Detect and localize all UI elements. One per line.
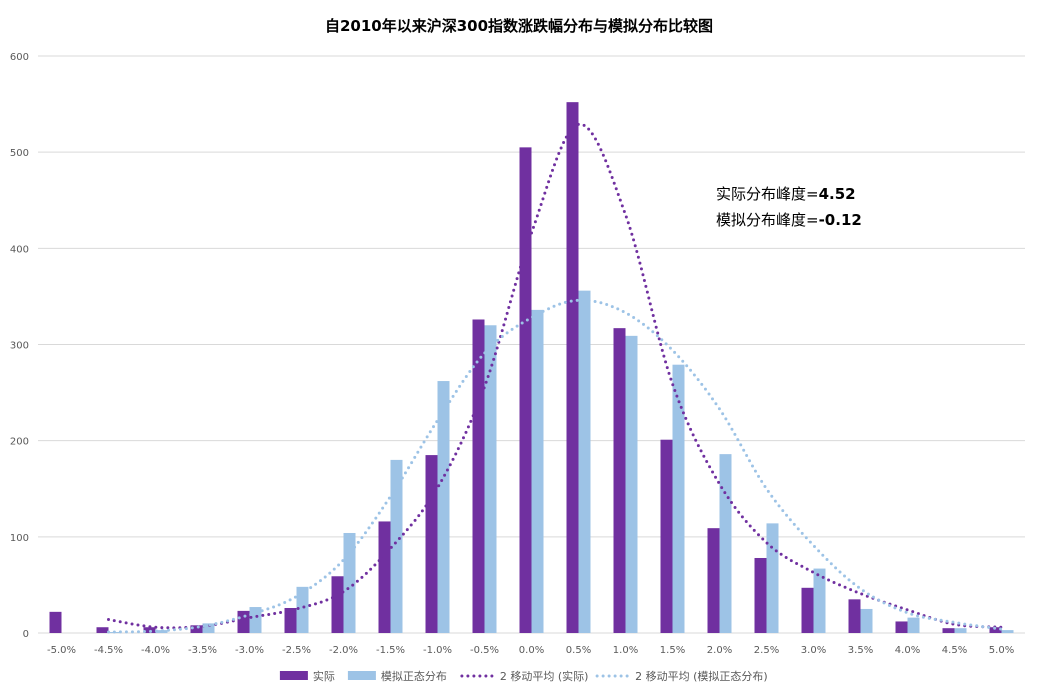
- legend-label: 模拟正态分布: [381, 669, 447, 683]
- x-tick-label: 3.5%: [848, 645, 873, 656]
- bar: [284, 607, 297, 633]
- x-tick-label: -2.5%: [282, 645, 311, 656]
- bar: [813, 568, 826, 633]
- y-axis-ticks: 0 100 200 300 400 500 600: [10, 52, 29, 640]
- actual-kurtosis-label: 实际分布峰度=: [716, 185, 819, 203]
- bar: [860, 608, 873, 633]
- x-tick-label: 1.0%: [613, 645, 638, 656]
- bar: [437, 381, 450, 633]
- x-tick-label: -3.0%: [235, 645, 264, 656]
- bar: [895, 621, 908, 633]
- x-tick-label: 5.0%: [989, 645, 1014, 656]
- bar: [378, 521, 391, 633]
- actual-kurtosis-value: 4.52: [819, 185, 856, 203]
- bar: [613, 328, 626, 633]
- bar: [425, 455, 438, 633]
- moving-average-line: [107, 298, 1003, 634]
- bar: [719, 454, 732, 633]
- bar: [331, 576, 344, 633]
- x-tick-label: 3.0%: [801, 645, 826, 656]
- x-tick-label: 1.5%: [660, 645, 685, 656]
- simulated-kurtosis-label: 模拟分布峰度=: [716, 211, 819, 229]
- legend-swatch: [279, 671, 308, 680]
- bar: [49, 611, 62, 633]
- bar: [1001, 630, 1014, 633]
- bar: [343, 532, 356, 633]
- y-tick-label: 500: [10, 148, 29, 159]
- simulated-kurtosis-text: 模拟分布峰度=-0.12: [716, 211, 862, 229]
- bar: [754, 557, 767, 633]
- bar: [989, 627, 1002, 633]
- x-tick-label: -3.5%: [188, 645, 217, 656]
- x-tick-label: 4.5%: [942, 645, 967, 656]
- bar: [707, 528, 720, 633]
- bar: [472, 319, 485, 633]
- bar: [578, 290, 591, 633]
- bar: [190, 625, 203, 633]
- x-tick-label: -5.0%: [47, 645, 76, 656]
- bar: [202, 623, 215, 633]
- x-tick-label: -4.5%: [94, 645, 123, 656]
- x-tick-label: 2.0%: [707, 645, 732, 656]
- y-tick-label: 0: [23, 629, 29, 640]
- bar: [942, 628, 955, 633]
- bar: [296, 586, 309, 633]
- bar: [766, 523, 779, 633]
- actual-kurtosis-text: 实际分布峰度=4.52: [716, 185, 856, 203]
- y-tick-label: 200: [10, 437, 29, 448]
- bar: [237, 610, 250, 633]
- x-tick-label: 2.5%: [754, 645, 779, 656]
- x-tick-label: 0.0%: [519, 645, 544, 656]
- x-tick-label: -4.0%: [141, 645, 170, 656]
- x-tick-label: -0.5%: [470, 645, 499, 656]
- y-tick-label: 100: [10, 533, 29, 544]
- legend-label: 实际: [313, 669, 335, 683]
- bars: [49, 102, 1014, 633]
- bar: [143, 627, 156, 633]
- legend-label: 2 移动平均 (模拟正态分布): [635, 669, 768, 683]
- bar: [96, 627, 109, 633]
- legend-swatch: [347, 671, 376, 680]
- x-tick-label: 4.0%: [895, 645, 920, 656]
- legend-label: 2 移动平均 (实际): [500, 669, 589, 683]
- bar: [848, 599, 861, 633]
- bar: [566, 102, 579, 633]
- x-tick-label: -2.0%: [329, 645, 358, 656]
- moving-average-line: [107, 122, 1003, 630]
- x-tick-label: -1.0%: [423, 645, 452, 656]
- simulated-kurtosis-value: -0.12: [819, 211, 862, 229]
- x-tick-label: -1.5%: [376, 645, 405, 656]
- bar: [390, 459, 403, 633]
- bar: [519, 147, 532, 633]
- bar: [907, 617, 920, 633]
- chart-title: 自2010年以来沪深300指数涨跌幅分布与模拟分布比较图: [325, 17, 713, 35]
- bar: [954, 628, 967, 633]
- bar: [484, 325, 497, 633]
- bar: [625, 335, 638, 633]
- kurtosis-annotation: 实际分布峰度=4.52 模拟分布峰度=-0.12: [716, 185, 862, 229]
- x-axis-ticks: -5.0% -4.5% -4.0% -3.5% -3.0% -2.5% -2.0% -1.5%…: [47, 645, 1014, 656]
- x-tick-label: 0.5%: [566, 645, 591, 656]
- y-tick-label: 600: [10, 52, 29, 63]
- bar: [801, 587, 814, 633]
- moving-average-lines: [107, 122, 1003, 634]
- bar: [660, 439, 673, 633]
- legend: 实际 模拟正态分布 2 移动平均 (实际) 2 移动平均 (模拟正态分布): [279, 669, 768, 683]
- bar: [672, 364, 685, 633]
- y-tick-label: 400: [10, 244, 29, 255]
- bar: [531, 309, 544, 633]
- y-tick-label: 300: [10, 341, 29, 352]
- bar: [249, 607, 262, 633]
